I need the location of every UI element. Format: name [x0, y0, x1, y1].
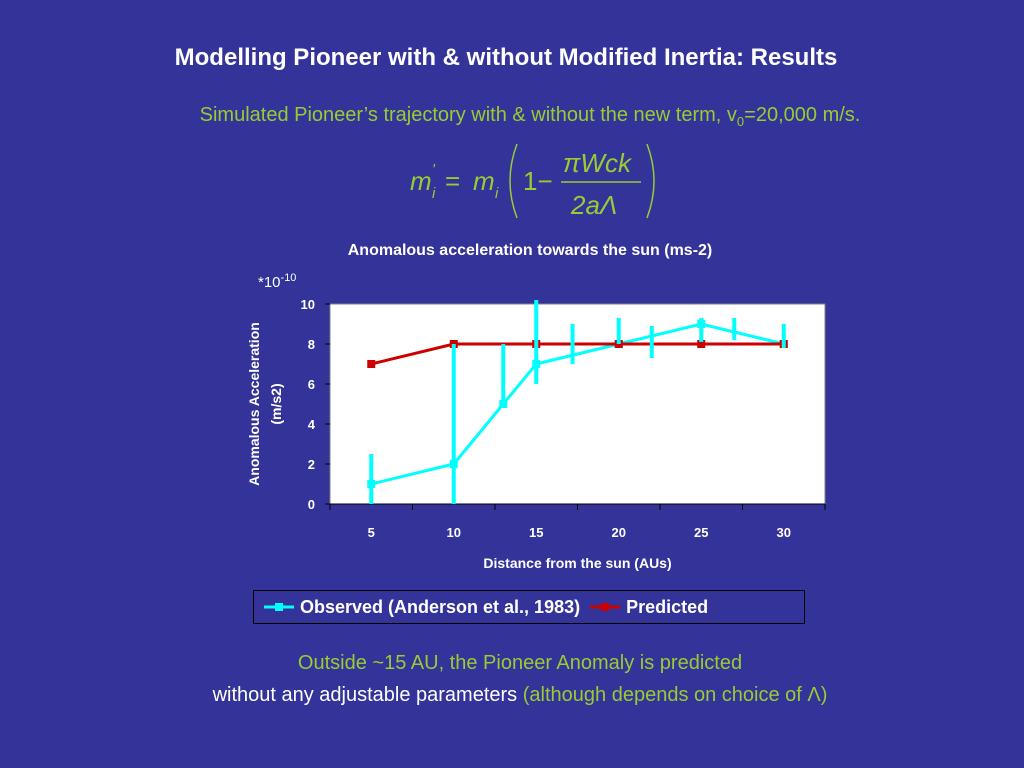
label-layer: Distance from the sun (AUs) Anomalous Acc… — [246, 322, 672, 571]
x-tick-label: 10 — [447, 525, 461, 540]
legend-label-predicted: Predicted — [626, 596, 709, 617]
x-axis-title: Distance from the sun (AUs) — [483, 555, 671, 571]
formula-rhs-sub: i — [495, 185, 499, 202]
legend-item-observed: Observed (Anderson et al., 1983) — [264, 597, 580, 618]
formula-lhs-prime: ' — [432, 161, 436, 178]
formula-left-paren — [509, 143, 518, 219]
y-tick-label: 8 — [308, 337, 315, 352]
x-tick-label: 15 — [529, 525, 543, 540]
legend-item-predicted: Predicted — [590, 597, 708, 618]
y-axis-title-line1: Anomalous Acceleration — [246, 322, 262, 486]
annotation-label: Not OK — [355, 395, 421, 417]
formula-right-paren — [646, 143, 655, 219]
y-tick-label: 6 — [308, 377, 315, 392]
subtitle-end: =20,000 m/s. — [744, 104, 861, 126]
plot-area — [329, 303, 826, 505]
formula-denominator: 2aΛ — [570, 190, 617, 220]
y-tick-label: 10 — [301, 297, 315, 312]
annotation-label: OK — [553, 389, 583, 411]
conclusion-caveat: (although depends on choice of Λ) — [522, 684, 828, 706]
formula-equals: = — [445, 166, 460, 196]
data-point-predicted — [367, 360, 376, 368]
formula-lhs-sub: i — [432, 185, 436, 202]
y-tick-label: 2 — [308, 457, 315, 472]
subtitle-main: Simulated Pioneer’s trajectory with & wi… — [199, 104, 737, 126]
conclusion-line-1: Outside ~15 AU, the Pioneer Anomaly is p… — [297, 652, 743, 674]
formula-numerator: πWck — [563, 148, 633, 178]
x-tick-label: 5 — [368, 525, 375, 540]
legend-swatch-observed — [264, 603, 294, 611]
legend-label-observed: Observed (Anderson et al., 1983) — [300, 596, 581, 617]
y-tick-label: 0 — [308, 497, 315, 512]
slide-title: Modelling Pioneer with & without Modifie… — [174, 44, 838, 71]
modified-inertia-formula: m i ' = m i 1− πWck 2aΛ — [410, 143, 655, 220]
conclusion-line-2: without any adjustable parameters (altho… — [0, 684, 1024, 707]
y-axis-title-line2: (m/s2) — [268, 383, 284, 424]
data-point-predicted — [697, 340, 706, 348]
legend-swatch-predicted — [590, 603, 621, 611]
error-bar-layer — [369, 300, 786, 504]
x-tick-label: 30 — [777, 525, 791, 540]
scale-note-base: *10 — [258, 274, 281, 291]
slide-subtitle: Simulated Pioneer’s trajectory with & wi… — [0, 104, 1024, 129]
series-line-predicted — [370, 342, 784, 366]
chart-title: Anomalous acceleration towards the sun (… — [347, 242, 713, 259]
y-tick-label: 4 — [308, 417, 316, 432]
scale-note: *10-10 — [258, 272, 296, 291]
conclusion-plain: without any adjustable parameters — [212, 684, 523, 706]
x-tick-label: 25 — [694, 525, 708, 540]
axes-layer: 0 2 4 6 8 10 5 10 15 20 25 30 — [301, 297, 826, 540]
scale-note-exponent: -10 — [280, 272, 297, 284]
formula-one-minus: 1− — [523, 166, 553, 196]
subtitle-subscript: 0 — [736, 114, 745, 129]
formula-rhs: m — [473, 166, 495, 196]
x-tick-label: 20 — [612, 525, 626, 540]
formula-lhs: m — [410, 166, 432, 196]
chart-legend: Observed (Anderson et al., 1983) Predict… — [253, 590, 805, 624]
